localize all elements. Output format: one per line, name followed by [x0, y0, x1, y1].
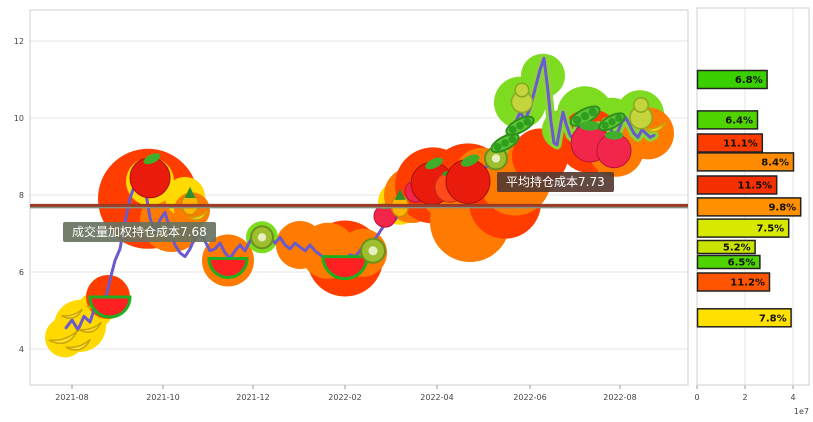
kiwi-icon	[250, 225, 274, 250]
y-tick-label: 8	[19, 191, 24, 200]
peas-icon	[490, 133, 520, 153]
x-tick-label: 2021-10	[146, 393, 179, 402]
strawberry-icon	[596, 131, 632, 169]
x-tick-label: 2022-06	[513, 393, 546, 402]
peas-icon	[505, 115, 535, 136]
x-tick-label: 2022-02	[328, 393, 361, 402]
distribution-bar	[696, 239, 756, 255]
x-tick-label: 0	[695, 393, 700, 402]
distribution-bar-label: 11.2%	[730, 278, 765, 289]
distribution-bar	[696, 152, 795, 172]
banana-icon	[188, 210, 209, 221]
x-tick-label: 2	[742, 393, 747, 402]
x-tick-label: 2021-08	[55, 393, 88, 402]
apple-icon	[129, 153, 171, 199]
distribution-bar-label: 6.8%	[735, 75, 763, 86]
plot-border	[696, 7, 810, 386]
avg-cost-label: 平均持仓成本7.73	[497, 172, 614, 192]
distribution-bar	[696, 218, 790, 238]
y-tick-label: 10	[14, 114, 24, 123]
fruit-blob	[45, 317, 85, 358]
watermelon-icon	[88, 295, 132, 319]
watermelon-icon	[207, 257, 249, 279]
banana-icon	[48, 330, 78, 345]
kiwi-icon	[360, 237, 386, 264]
x-tick-label: 2022-04	[420, 393, 453, 402]
distribution-bar	[696, 69, 768, 90]
apple-icon	[445, 154, 491, 204]
distribution-bar	[696, 197, 802, 217]
pear-icon	[629, 97, 653, 130]
x-tick-label: 2021-12	[236, 393, 269, 402]
distribution-bar-label: 11.5%	[737, 181, 772, 192]
distribution-bar	[696, 110, 759, 130]
y-tick-label: 12	[14, 37, 24, 46]
distribution-bar	[696, 308, 792, 328]
distribution-bar	[696, 254, 761, 270]
cost-distribution-plot: 0 2 4 1e7 6.8% 6.4% 11.1%8.4% 11.5% 9.8% 7.5% 5.2%…	[695, 7, 810, 416]
distribution-bar-label: 6.4%	[725, 115, 753, 126]
banana-icon	[644, 121, 667, 133]
distribution-bar-label: 7.5%	[756, 224, 784, 235]
distribution-bar-label: 6.5%	[728, 258, 756, 269]
pear-icon	[510, 82, 534, 114]
watermelon-icon	[321, 255, 369, 281]
banana-icon	[78, 321, 103, 333]
y-tick-label: 4	[19, 345, 24, 354]
distribution-bar-label: 11.1%	[723, 139, 758, 150]
banana-icon	[65, 338, 92, 351]
x-tick-label: 4	[790, 393, 795, 402]
x-exponent-label: 1e7	[794, 407, 809, 416]
distribution-bar-label: 7.8%	[759, 313, 787, 324]
vwap-cost-label: 成交量加权持仓成本7.68	[63, 222, 216, 242]
y-tick-label: 6	[19, 268, 24, 277]
distribution-bar	[696, 272, 771, 292]
distribution-bar	[696, 133, 764, 153]
distribution-bar-label: 8.4%	[761, 157, 789, 168]
distribution-bar	[696, 175, 778, 195]
distribution-bar-label: 5.2%	[723, 243, 751, 254]
x-tick-label: 2022-08	[603, 393, 636, 402]
price-history-plot: 4 6 8 10 12 2021-08 2021-10 2021-12 2022-02 2022-…	[14, 9, 689, 402]
distribution-bar-label: 9.8%	[768, 202, 796, 213]
peas-icon	[598, 112, 626, 132]
banana-icon	[61, 308, 84, 319]
plot-border	[29, 9, 689, 386]
